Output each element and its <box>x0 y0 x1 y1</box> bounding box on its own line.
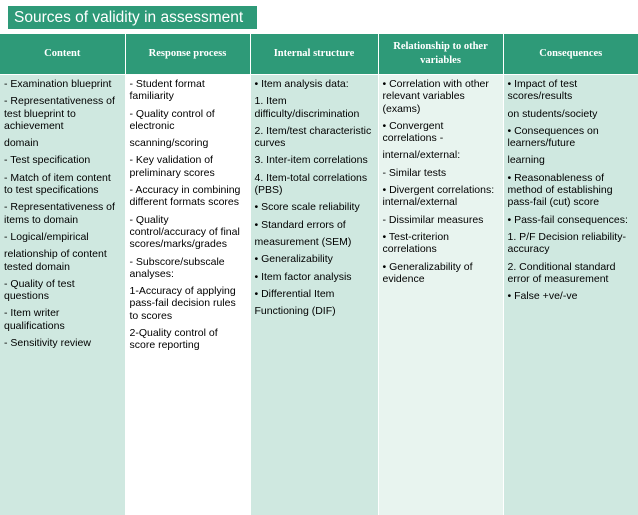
cell-line: • Standard errors of <box>254 218 346 231</box>
cell-line: 2-Quality control of score reporting <box>129 327 218 352</box>
cell-line: - Match of item content to test specific… <box>4 171 111 197</box>
consequences-cell: • Impact of test scores/results on studen… <box>503 74 638 515</box>
relationship-cell: • Correlation with other relevant variab… <box>378 74 504 515</box>
column-header-relationship: Relationship to other variables <box>378 34 504 75</box>
cell-line: - Quality control of electronic <box>129 107 215 132</box>
cell-line: • Item factor analysis <box>254 270 352 283</box>
cell-line: 1. Item difficulty/discrimination <box>254 95 360 120</box>
cell-line: - Logical/empirical <box>4 230 89 243</box>
cell-line: • Divergent correlations: internal/exter… <box>382 184 495 209</box>
cell-line: - Representativeness of test blueprint t… <box>4 95 115 132</box>
column-header-response-process: Response process <box>125 34 251 75</box>
cell-line: - Subscore/subscale analyses: <box>129 255 225 280</box>
cell-line: Functioning (DIF) <box>254 305 336 318</box>
cell-line: • Generalizability of evidence <box>382 260 473 285</box>
cell-line: - Test specification <box>4 154 91 167</box>
cell-line: relationship of content tested domain <box>4 248 107 273</box>
cell-line: • Pass-fail consequences: <box>507 213 628 226</box>
cell-line: • False +ve/-ve <box>507 290 578 303</box>
column-header-internal-structure: Internal structure <box>250 34 379 75</box>
cell-line: • Reasonableness of method of establishi… <box>507 171 613 209</box>
cell-line: - Representativeness of items to domain <box>4 201 115 226</box>
cell-line: • Consequences on learners/future <box>507 124 599 150</box>
cell-line: measurement (SEM) <box>254 235 352 248</box>
cell-line: - Student format familiarity <box>129 78 205 103</box>
response-process-cell: - Student format familiarity - Quality co… <box>125 74 251 515</box>
cell-line: - Quality control/accuracy of final scor… <box>129 213 240 251</box>
cell-line: - Accuracy in combining different format… <box>129 184 241 209</box>
cell-line: • Impact of test scores/results <box>507 78 578 103</box>
cell-line: • Generalizability <box>254 253 333 266</box>
cell-line: scanning/scoring <box>129 137 209 150</box>
cell-line: domain <box>4 137 39 150</box>
table-row: - Examination blueprint - Representativen… <box>0 74 638 515</box>
cell-line: • Correlation with other relevant variab… <box>382 78 489 115</box>
cell-line: 2. Item/test characteristic curves <box>254 124 372 150</box>
cell-line: internal/external: <box>382 149 461 162</box>
slide-title: Sources of validity in assessment <box>8 6 257 29</box>
cell-line: - Item writer qualifications <box>4 307 65 332</box>
cell-line: - Sensitivity review <box>4 337 91 350</box>
column-header-consequences: Consequences <box>503 34 638 75</box>
column-header-content: Content <box>0 34 126 75</box>
cell-line: 4. Item-total correlations (PBS) <box>254 171 368 197</box>
cell-line: 1. P/F Decision reliability-accuracy <box>507 230 626 256</box>
cell-line: learning <box>507 154 545 167</box>
cell-line: 2. Conditional standard error of measure… <box>507 260 616 285</box>
cell-line: 1-Accuracy of applying pass-fail decisio… <box>129 285 236 322</box>
cell-line: - Quality of test questions <box>4 277 75 303</box>
cell-line: • Convergent correlations - <box>382 119 444 145</box>
cell-line: • Score scale reliability <box>254 201 360 214</box>
cell-line: • Item analysis data: <box>254 78 349 90</box>
cell-line: 3. Inter-item correlations <box>254 154 368 167</box>
cell-line: - Examination blueprint <box>4 78 112 90</box>
cell-line: • Differential Item <box>254 287 335 300</box>
cell-line: on students/society <box>507 107 598 120</box>
cell-line: - Similar tests <box>382 166 447 179</box>
cell-line: - Dissimilar measures <box>382 213 484 226</box>
cell-line: • Test-criterion correlations <box>382 230 450 256</box>
header-row: Content Response process Internal struct… <box>0 34 638 75</box>
content-cell: - Examination blueprint - Representativen… <box>0 74 126 515</box>
validity-sources-table: Content Response process Internal struct… <box>0 34 638 515</box>
cell-line: - Key validation of preliminary scores <box>129 154 215 179</box>
internal-structure-cell: • Item analysis data: 1. Item difficulty/… <box>250 74 379 515</box>
